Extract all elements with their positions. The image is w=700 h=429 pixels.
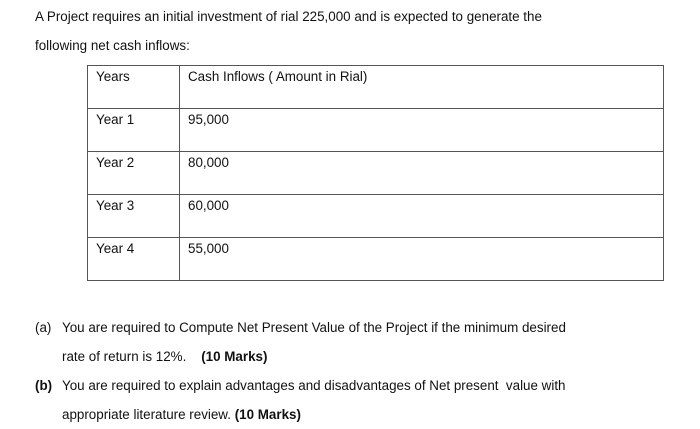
question-line: You are required to Compute Net Present … (62, 320, 566, 335)
year-cell: Year 2 (87, 151, 180, 195)
cash-flow-table: Years Cash Inflows ( Amount in Rial) Yea… (87, 65, 664, 281)
row: Year 3 60,000 (87, 194, 664, 238)
question-line-wrap: appropriate literature review. (10 Marks… (62, 407, 301, 422)
marks: (10 Marks) (201, 349, 268, 364)
year-cell: Year 3 (87, 194, 180, 238)
year-cell: Year 4 (87, 237, 180, 281)
row: Year 1 95,000 (87, 108, 664, 152)
year-cell: Year 1 (87, 108, 180, 152)
header-cell: Years (87, 65, 180, 109)
intro-line: following net cash inflows: (35, 38, 190, 53)
header-cell: Cash Inflows ( Amount in Rial) (179, 65, 664, 109)
row: Year 4 55,000 (87, 237, 664, 281)
amount-cell: 95,000 (179, 108, 664, 152)
amount-cell: 55,000 (179, 237, 664, 281)
question-line: rate of return is 12%. (62, 349, 187, 364)
row: Year 2 80,000 (87, 151, 664, 195)
question-line-wrap: rate of return is 12%. (10 Marks) (62, 349, 267, 364)
intro-line: A Project requires an initial investment… (35, 9, 542, 24)
question-line: appropriate literature review. (62, 407, 231, 422)
marks: (10 Marks) (234, 407, 301, 422)
question-label: (a) (35, 320, 52, 335)
question-label: (b) (35, 378, 53, 393)
amount-cell: 80,000 (179, 151, 664, 195)
header-row: Years Cash Inflows ( Amount in Rial) (87, 65, 664, 109)
question-line: You are required to explain advantages a… (62, 378, 566, 393)
amount-cell: 60,000 (179, 194, 664, 238)
